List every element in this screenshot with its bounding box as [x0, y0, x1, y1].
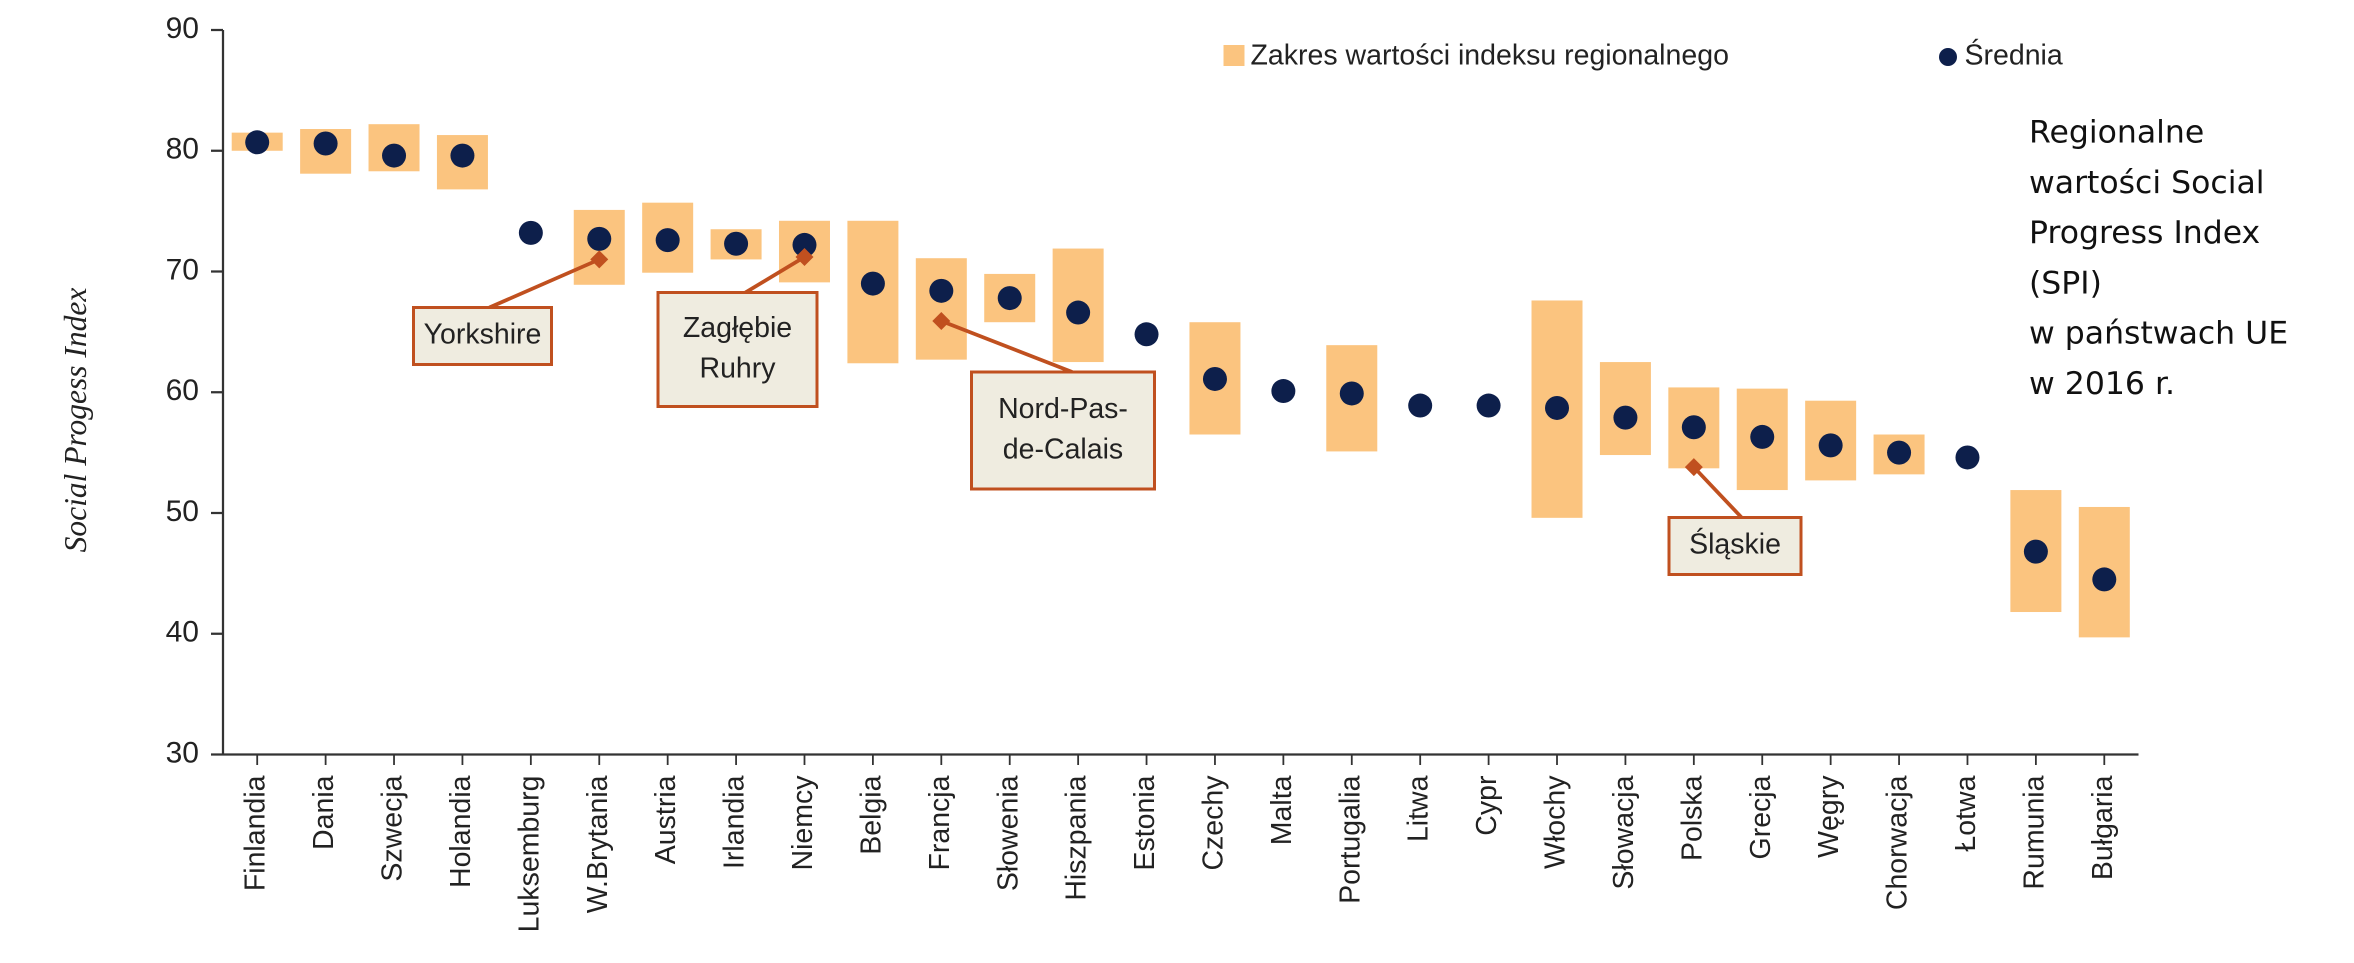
mean-dot: [1681, 415, 1706, 440]
x-tick-label: Francja: [924, 775, 956, 870]
mean-dot: [1955, 445, 1980, 470]
y-tick-label: 60: [166, 374, 199, 407]
mean-dot: [929, 278, 954, 303]
mean-dot: [1134, 322, 1159, 347]
callout-label: de-Calais: [1003, 433, 1123, 465]
callout-box: [656, 291, 819, 408]
mean-dot: [2023, 539, 2048, 564]
region-point: [590, 250, 609, 269]
x-tick-label: Grecja: [1745, 775, 1777, 859]
mean-dot: [245, 130, 270, 155]
callout-arrow: [1692, 465, 1743, 519]
mean-dot: [1545, 395, 1570, 420]
x-tick-label: Hiszpania: [1061, 775, 1093, 900]
side-text: w państwach UE: [2029, 316, 2288, 352]
y-tick-label: 90: [166, 12, 199, 45]
x-tick-label: Irlandia: [719, 775, 751, 869]
side-text: w 2016 r.: [2029, 366, 2175, 402]
mean-dot: [518, 220, 543, 245]
x-tick-label: Rumunia: [2018, 775, 2050, 889]
mean-dot: [1066, 300, 1091, 325]
y-tick-label: 30: [166, 736, 199, 769]
y-tick-label: 70: [166, 253, 199, 286]
x-tick-label: Austria: [650, 775, 682, 864]
mean-dot: [1271, 379, 1296, 404]
callout-arrow: [940, 319, 1073, 374]
x-tick-label: Estonia: [1129, 775, 1161, 870]
mean-dot: [1750, 424, 1775, 449]
callout-box: [1667, 516, 1803, 576]
x-tick-label: Holandia: [445, 775, 477, 888]
x-tick-label: Węgry: [1813, 775, 1845, 858]
x-tick-label: Dania: [308, 775, 340, 850]
y-tick-label: 80: [166, 133, 199, 166]
x-tick-label: Finlandia: [240, 775, 272, 891]
x-tick-label: Słowacja: [1608, 775, 1640, 889]
callout-box: [970, 370, 1156, 491]
mean-dot: [860, 271, 885, 296]
region-point: [1684, 458, 1703, 477]
side-text: (SPI): [2029, 265, 2102, 301]
mean-dot: [997, 286, 1022, 311]
mean-dot: [450, 143, 475, 168]
x-tick-label: Litwa: [1403, 775, 1435, 842]
callout-label: Ruhry: [699, 352, 776, 384]
callout-label: Zagłębie: [683, 312, 792, 344]
x-tick-label: Bułgaria: [2087, 775, 2119, 880]
x-tick-label: Luksemburg: [513, 776, 545, 933]
legend-label: Średnia: [1965, 39, 2063, 72]
callout-arrow: [488, 257, 601, 310]
y-tick-label: 50: [166, 495, 199, 528]
x-tick-label: Czechy: [1197, 775, 1229, 871]
mean-dot: [1408, 393, 1433, 418]
y-tick-label: 40: [166, 616, 199, 649]
mean-dot: [1476, 393, 1501, 418]
x-tick-label: Malta: [1266, 775, 1298, 845]
mean-dot: [1613, 405, 1638, 430]
mean-dot: [655, 228, 680, 253]
mean-dot: [1339, 381, 1364, 406]
mean-dot: [382, 143, 407, 168]
side-text: Regionalne: [2029, 115, 2204, 151]
y-axis-label: Social Progess Index: [58, 288, 93, 553]
x-tick-label: Szwecja: [377, 775, 409, 881]
x-tick-label: Włochy: [1540, 775, 1572, 869]
x-tick-label: Polska: [1676, 775, 1708, 861]
callout-box: [411, 306, 553, 366]
x-tick-label: Portugalia: [1334, 775, 1366, 903]
callout-label: Nord-Pas-: [998, 393, 1128, 425]
side-text: Progress Index: [2029, 215, 2260, 251]
x-tick-label: Łotwa: [1950, 775, 1982, 851]
legend-label: Zakres wartości indeksu regionalnego: [1251, 40, 1729, 72]
side-text: wartości Social: [2029, 165, 2265, 201]
mean-dot: [313, 131, 338, 156]
legend-swatch: [1223, 45, 1245, 66]
mean-dot: [587, 226, 612, 251]
region-point: [932, 312, 951, 331]
callout-label: Śląskie: [1689, 528, 1781, 561]
range-bar: [915, 258, 967, 360]
mean-dot: [1818, 433, 1843, 458]
legend-swatch: [1939, 48, 1957, 66]
callout-label: Yorkshire: [424, 319, 542, 351]
mean-dot: [1202, 366, 1227, 391]
x-tick-label: Belgia: [855, 775, 887, 854]
callout-arrow: [744, 255, 806, 295]
mean-dot: [2092, 567, 2117, 592]
x-tick-label: Chorwacja: [1882, 775, 1914, 910]
x-tick-label: Cypr: [1471, 775, 1503, 836]
x-tick-label: W.Brytania: [582, 775, 614, 913]
mean-dot: [792, 232, 817, 257]
x-tick-label: Niemcy: [787, 775, 819, 871]
x-tick-label: Słowenia: [992, 775, 1024, 891]
mean-dot: [724, 231, 749, 256]
mean-dot: [1887, 440, 1912, 465]
